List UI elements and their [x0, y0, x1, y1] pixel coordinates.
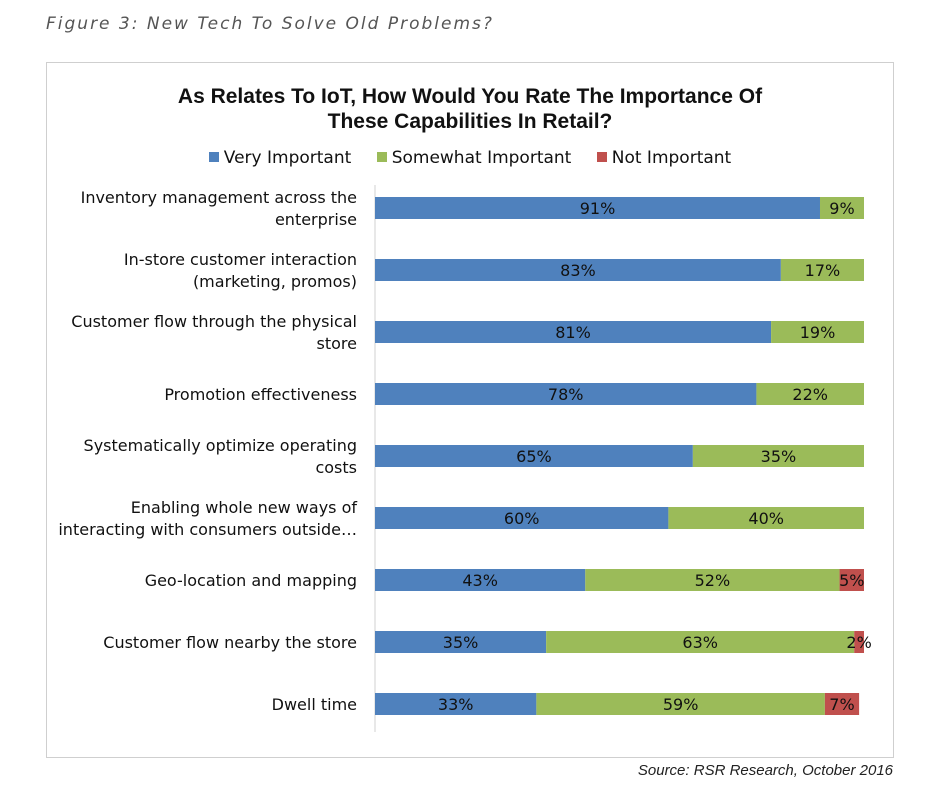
category-label: Systematically optimize operating [84, 436, 357, 455]
legend-item-not-important: Not Important [596, 148, 732, 168]
bar-somewhat-important [546, 631, 855, 653]
figure-caption: Figure 3: New Tech To Solve Old Problems… [46, 14, 494, 34]
bar-not-important [854, 631, 864, 653]
category-label: Enabling whole new ways of [131, 498, 358, 517]
legend-swatch-somewhat-important [376, 152, 387, 162]
category-label: store [317, 334, 357, 353]
data-label-somewhat-important: 22% [792, 385, 828, 404]
chart-title: As Relates To IoT, How Would You Rate Th… [46, 84, 894, 134]
bar-very-important [375, 569, 586, 591]
data-label-very-important: 65% [516, 447, 552, 466]
data-label-not-important: 5% [839, 571, 864, 590]
data-label-very-important: 43% [462, 571, 498, 590]
bar-very-important [375, 631, 547, 653]
data-label-somewhat-important: 40% [748, 509, 784, 528]
legend-item-somewhat-important: Somewhat Important [376, 148, 572, 168]
chart-title-line-2: These Capabilities In Retail? [327, 110, 613, 133]
bar-very-important [375, 445, 693, 467]
data-label-very-important: 78% [548, 385, 584, 404]
bar-somewhat-important [692, 445, 864, 467]
legend-label-very-important: Very Important [223, 148, 352, 168]
bar-somewhat-important [771, 321, 864, 343]
category-label: Inventory management across the [81, 188, 357, 207]
data-label-very-important: 81% [555, 323, 591, 342]
bar-very-important [375, 259, 781, 281]
category-label: interacting with consumers outside… [58, 520, 357, 539]
data-label-not-important: 2% [846, 633, 871, 652]
bar-somewhat-important [585, 569, 840, 591]
data-label-somewhat-important: 63% [682, 633, 718, 652]
bar-very-important [375, 197, 820, 219]
bar-very-important [375, 383, 757, 405]
bar-very-important [375, 321, 772, 343]
category-label: enterprise [275, 210, 357, 229]
category-label: Geo-location and mapping [145, 571, 357, 590]
source-note: Source: RSR Research, October 2016 [637, 762, 893, 779]
category-label: Customer flow through the physical [71, 312, 357, 331]
legend-swatch-not-important [596, 152, 607, 162]
category-label: In-store customer interaction [124, 250, 357, 269]
category-label: costs [315, 458, 357, 477]
legend-label-not-important: Not Important [611, 148, 732, 168]
bar-somewhat-important [819, 197, 864, 219]
data-label-very-important: 83% [560, 261, 596, 280]
data-label-very-important: 60% [504, 509, 540, 528]
chart-legend: Very Important Somewhat Important Not Im… [46, 148, 894, 168]
bar-somewhat-important [780, 259, 864, 281]
data-label-somewhat-important: 52% [695, 571, 731, 590]
data-label-somewhat-important: 9% [829, 199, 854, 218]
legend-label-somewhat-important: Somewhat Important [391, 148, 572, 168]
bar-not-important [824, 693, 860, 715]
data-label-not-important: 7% [829, 695, 854, 714]
legend-item-very-important: Very Important [208, 148, 352, 168]
bar-very-important [375, 693, 537, 715]
category-label: Customer flow nearby the store [103, 633, 357, 652]
bar-somewhat-important [536, 693, 825, 715]
data-label-very-important: 91% [580, 199, 616, 218]
bar-very-important [375, 507, 669, 529]
data-label-somewhat-important: 35% [761, 447, 797, 466]
bar-somewhat-important [668, 507, 864, 529]
data-label-very-important: 33% [438, 695, 474, 714]
category-label: Dwell time [272, 695, 357, 714]
chart-frame [46, 62, 894, 758]
chart-title-line-1: As Relates To IoT, How Would You Rate Th… [177, 85, 763, 108]
category-label: (marketing, promos) [193, 272, 357, 291]
legend-swatch-very-important [208, 152, 219, 162]
data-label-somewhat-important: 19% [800, 323, 836, 342]
data-label-somewhat-important: 17% [805, 261, 841, 280]
bar-somewhat-important [756, 383, 864, 405]
category-label: Promotion effectiveness [164, 385, 357, 404]
bar-not-important [839, 569, 864, 591]
data-label-somewhat-important: 59% [663, 695, 699, 714]
data-label-very-important: 35% [443, 633, 479, 652]
